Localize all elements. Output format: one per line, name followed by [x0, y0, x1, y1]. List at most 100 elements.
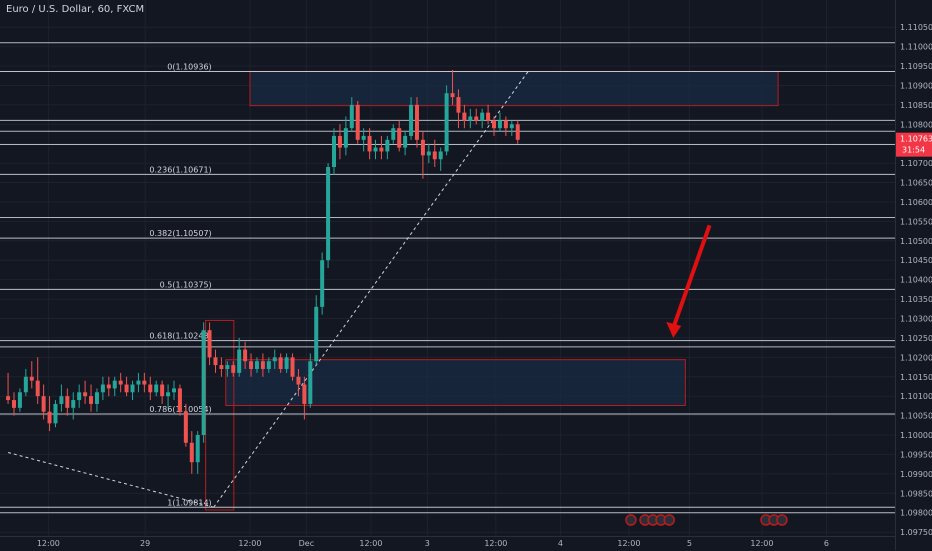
- time-tick-label: 3: [425, 539, 430, 548]
- price-tick-label: 1.09850: [900, 489, 932, 498]
- prior-trend-line: [7, 452, 214, 508]
- candle-body: [249, 361, 254, 369]
- candle-body: [83, 392, 88, 397]
- candle-body: [243, 349, 248, 362]
- candle-body: [106, 384, 111, 389]
- price-tick-label: 1.10500: [900, 237, 932, 246]
- candle-body: [492, 120, 497, 129]
- candle-body: [100, 384, 105, 393]
- candle-body: [23, 376, 28, 393]
- economic-event-icon: [625, 514, 637, 526]
- fib-level-label: 0.5(1.10375): [160, 280, 212, 289]
- candle-body: [355, 104, 360, 140]
- price-tick-label: 1.10900: [900, 81, 932, 90]
- candle-body: [89, 396, 94, 404]
- candle-body: [373, 147, 378, 152]
- time-tick-label: 29: [140, 539, 150, 548]
- candle-body: [47, 411, 52, 424]
- price-tick-label: 1.09950: [900, 450, 932, 459]
- candle-body: [332, 135, 337, 168]
- price-tick-label: 1.09750: [900, 528, 932, 537]
- price-tick-label: 1.10000: [900, 431, 932, 440]
- candle-body: [59, 396, 64, 404]
- price-tick-label: 1.10600: [900, 198, 932, 207]
- candle-body: [456, 97, 461, 113]
- candle-body: [112, 380, 117, 389]
- candle-body: [480, 112, 485, 121]
- time-tick-label: 5: [687, 539, 692, 548]
- candle-body: [290, 357, 295, 377]
- candle-body: [403, 135, 408, 148]
- time-tick-label: 12:00: [484, 539, 507, 548]
- candle-body: [11, 400, 16, 408]
- time-tick-label: 12:00: [37, 539, 60, 548]
- candle-body: [379, 147, 384, 152]
- candle-body: [225, 365, 230, 369]
- candle-body: [213, 357, 218, 366]
- price-tick-label: 1.11000: [900, 43, 932, 52]
- candle-body: [326, 167, 331, 261]
- candle-body: [468, 116, 473, 121]
- price-tick-label: 1.10800: [900, 120, 932, 129]
- candle-body: [219, 365, 224, 369]
- fib-level-label: 0.382(1.10507): [149, 229, 211, 238]
- price-tick-label: 1.10250: [900, 334, 932, 343]
- candle-body: [426, 151, 431, 156]
- price-tick-label: 1.10150: [900, 373, 932, 382]
- candle-body: [308, 361, 313, 404]
- price-axis[interactable]: [895, 0, 932, 550]
- candle-body: [94, 392, 99, 404]
- fib-level-label: 0.618(1.10243): [149, 332, 211, 341]
- fib-level-label: 1(1.09814): [167, 498, 211, 507]
- candle-body: [177, 388, 182, 412]
- fib-level-label: 0(1.10936): [167, 62, 211, 71]
- candle-body: [142, 380, 147, 385]
- candle-body: [148, 384, 153, 393]
- candle-body: [302, 384, 307, 404]
- candle-body: [53, 403, 58, 424]
- candle-body: [314, 306, 319, 362]
- candle-body: [391, 128, 396, 140]
- candle-body: [136, 380, 141, 385]
- arrow-shaft: [671, 224, 712, 329]
- candle-body: [444, 93, 449, 152]
- candle-body: [6, 396, 11, 401]
- candle-body: [284, 357, 289, 369]
- candle-body: [254, 361, 259, 369]
- price-tick-label: 1.09900: [900, 470, 932, 479]
- candle-body: [201, 330, 206, 436]
- candle-body: [515, 124, 520, 140]
- time-axis[interactable]: [0, 536, 895, 551]
- candle-body: [260, 361, 265, 369]
- price-tick-label: 1.10350: [900, 295, 932, 304]
- economic-event-icon: [776, 514, 788, 526]
- time-tick-label: 4: [558, 539, 563, 548]
- candle-body: [409, 104, 414, 136]
- candle-body: [118, 380, 123, 385]
- price-tick-label: 1.10200: [900, 353, 932, 362]
- candle-body: [497, 120, 502, 129]
- time-tick-label: 6: [824, 539, 829, 548]
- price-tick-label: 1.10050: [900, 412, 932, 421]
- candle-body: [41, 396, 46, 412]
- candle-body: [462, 112, 467, 121]
- candle-body: [183, 411, 188, 443]
- candle-body: [420, 139, 425, 156]
- economic-event-icon: [663, 514, 675, 526]
- candle-body: [278, 357, 283, 369]
- candle-body: [320, 260, 325, 307]
- fib-level-label: 0.236(1.10671): [149, 165, 211, 174]
- candle-body: [349, 104, 354, 129]
- supply-demand-zone: [249, 70, 779, 107]
- candle-body: [195, 435, 200, 463]
- time-tick-label: 12:00: [238, 539, 261, 548]
- candle-body: [124, 384, 129, 393]
- price-tick-label: 1.11050: [900, 23, 932, 32]
- candle-body: [130, 384, 135, 393]
- candle-body: [154, 384, 159, 393]
- candle-body: [71, 400, 76, 408]
- candle-body: [509, 124, 514, 129]
- candle-body: [337, 135, 342, 148]
- candle-body: [172, 388, 177, 393]
